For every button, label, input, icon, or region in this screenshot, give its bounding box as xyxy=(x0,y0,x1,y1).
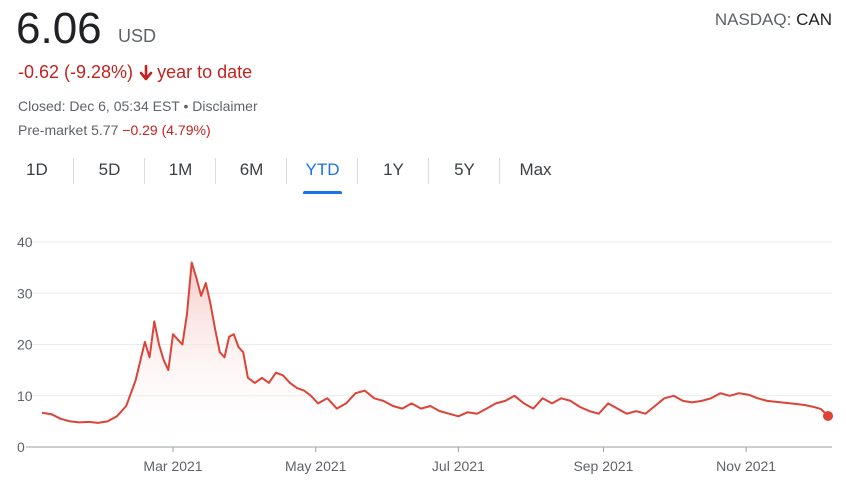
change-period: year to date xyxy=(157,62,253,82)
tab-1m[interactable]: 1M xyxy=(145,156,216,190)
tab-5y[interactable]: 5Y xyxy=(429,156,500,190)
tab-label: YTD xyxy=(305,160,340,179)
y-tick-label: 0 xyxy=(17,439,25,455)
price-line xyxy=(41,261,829,424)
tab-label: 1D xyxy=(26,160,48,179)
tab-1d[interactable]: 1D xyxy=(0,156,74,190)
x-tick-label: Mar 2021 xyxy=(143,458,202,474)
exchange-ticker: NASDAQ: CAN xyxy=(715,10,832,30)
tab-label: 5D xyxy=(98,160,121,179)
tab-label: 1M xyxy=(168,160,193,179)
tab-label: 6M xyxy=(239,160,264,179)
price-chart[interactable]: 0 10 20 30 40 Mar 2021 May 2021 Jul 2021 Sep 20… xyxy=(0,225,846,490)
change-value: -0.62 (-9.28%) xyxy=(18,62,134,82)
premarket-label: Pre-market 5.77 xyxy=(18,122,119,138)
tab-1y[interactable]: 1Y xyxy=(358,156,429,190)
disclaimer-link[interactable]: Disclaimer xyxy=(192,98,258,114)
tab-max[interactable]: Max xyxy=(500,156,571,190)
arrow-down-icon xyxy=(139,64,153,80)
y-tick-label: 10 xyxy=(17,388,33,404)
tab-separator xyxy=(499,158,500,184)
last-price-dot xyxy=(823,410,833,421)
tab-separator xyxy=(357,158,358,184)
y-tick-label: 20 xyxy=(17,337,33,353)
tab-separator xyxy=(286,158,287,184)
market-status: Closed: Dec 6, 05:34 EST • Disclaimer xyxy=(18,98,258,114)
tab-6m[interactable]: 6M xyxy=(216,156,287,190)
price-change: -0.62 (-9.28%) year to date xyxy=(18,62,252,83)
x-tick-label: Jul 2021 xyxy=(432,458,485,474)
y-axis-ticks: 0 10 20 30 40 xyxy=(17,234,33,455)
tab-label: 5Y xyxy=(454,160,475,179)
y-tick-label: 30 xyxy=(17,285,33,301)
tab-label: 1Y xyxy=(383,160,404,179)
premarket-change: −0.29 (4.79%) xyxy=(122,122,211,138)
x-tick-label: Sep 2021 xyxy=(573,458,633,474)
tab-separator xyxy=(215,158,216,184)
tab-ytd[interactable]: YTD xyxy=(287,156,358,194)
closed-text: Closed: Dec 6, 05:34 EST • xyxy=(18,98,193,114)
ticker-symbol: CAN xyxy=(796,10,832,29)
y-tick-label: 40 xyxy=(17,234,33,250)
range-tabs: 1D 5D 1M 6M YTD 1Y 5Y Max xyxy=(0,156,571,194)
tab-label: Max xyxy=(519,160,552,179)
price-area-fill xyxy=(42,262,828,447)
tab-5d[interactable]: 5D xyxy=(74,156,145,190)
tab-separator xyxy=(73,158,74,184)
x-tick-label: Nov 2021 xyxy=(716,458,776,474)
premarket-info: Pre-market 5.77 −0.29 (4.79%) xyxy=(18,122,211,138)
exchange-name: NASDAQ: xyxy=(714,10,792,29)
x-axis-ticks: Mar 2021 May 2021 Jul 2021 Sep 2021 Nov 2021 xyxy=(143,447,776,474)
currency-label: USD xyxy=(118,26,157,46)
x-tick-label: May 2021 xyxy=(285,458,347,474)
current-price: 6.06 xyxy=(16,4,102,53)
tab-separator xyxy=(428,158,429,184)
tab-separator xyxy=(144,158,145,184)
